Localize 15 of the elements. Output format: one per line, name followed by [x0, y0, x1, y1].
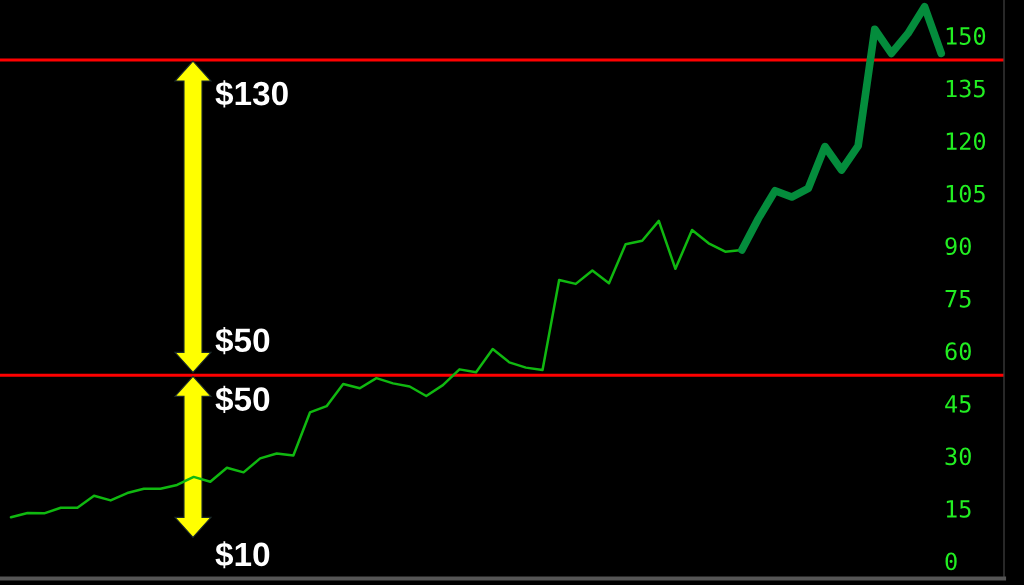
y-tick-label: 30 — [945, 447, 971, 466]
annotation: $50 — [215, 385, 270, 414]
y-tick-label: 105 — [946, 184, 985, 203]
y-tick-label: 15 — [946, 500, 971, 518]
y-tick-label: 90 — [945, 237, 971, 256]
y-tick-label: 75 — [945, 290, 971, 308]
y-tick-label: 135 — [946, 79, 985, 98]
annotation: $10 — [215, 541, 270, 569]
y-tick-label: 150 — [946, 27, 986, 45]
y-tick-label: 60 — [945, 342, 971, 361]
y-tick-label: 45 — [945, 395, 971, 413]
y-tick-label: 120 — [946, 132, 986, 150]
annotation: $130 — [215, 80, 288, 108]
annotation: $50 — [215, 327, 270, 355]
y-tick-label: 0 — [945, 552, 957, 571]
